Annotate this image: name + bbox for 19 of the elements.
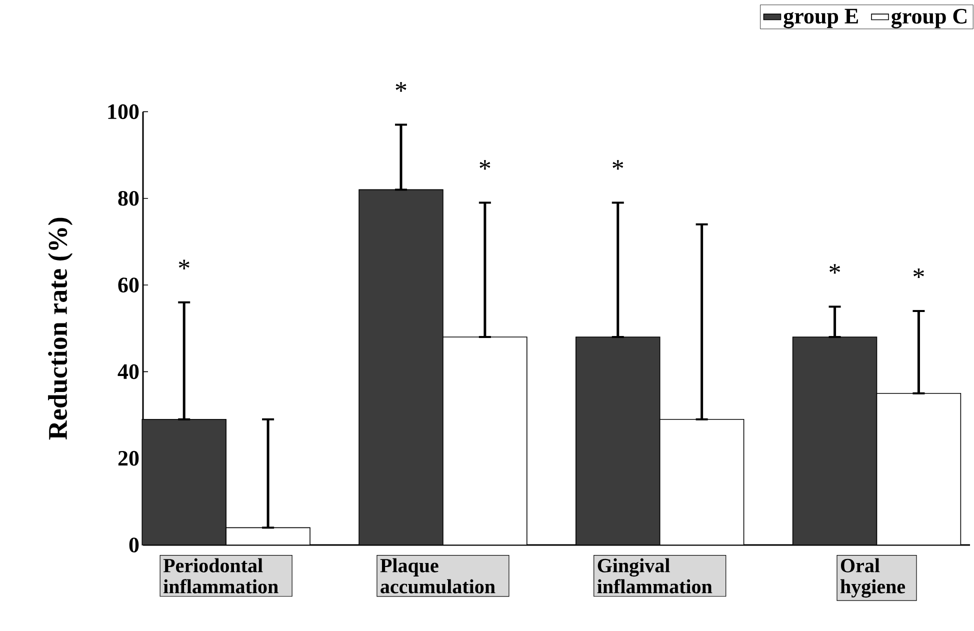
text: * — [396, 82, 406, 92]
annotation: * — [830, 264, 840, 274]
y-tick-label: 80 — [118, 190, 139, 206]
legend-label: group C — [891, 8, 966, 28]
x-tick-label: Plaque accumulation — [380, 558, 496, 594]
y-tick-label: 40 — [118, 364, 139, 380]
annotation: * — [480, 160, 490, 170]
x-tick-label: Gingival inflammation — [597, 558, 712, 594]
x-tick-label: Oral hygiene — [840, 558, 906, 598]
annotation: * — [913, 268, 924, 278]
y-tick-label: 60 — [118, 278, 139, 292]
y-tick-label: 100 — [108, 104, 139, 120]
x-tick-label: Periodontal inflammation — [163, 558, 278, 594]
legend-label: group E — [784, 8, 858, 28]
y-axis-title: Reduction rate (%) — [48, 218, 73, 440]
y-tick-label: 20 — [118, 450, 139, 466]
y-tick-label: 0 — [129, 538, 139, 552]
annotation: * — [178, 260, 190, 270]
annotation: * — [612, 160, 624, 170]
